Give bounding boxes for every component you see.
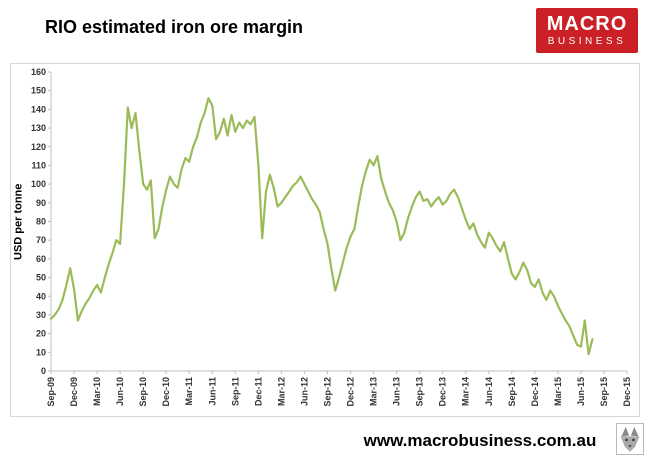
macrobusiness-logo: MACRO BUSINESS bbox=[536, 8, 638, 53]
x-tick-label: Sep-14 bbox=[507, 377, 517, 407]
y-tick-label: 90 bbox=[36, 198, 46, 208]
x-tick-label: Sep-13 bbox=[415, 377, 425, 407]
x-tick-label: Mar-11 bbox=[184, 377, 194, 406]
chart-area: USD per tonne 0 10 20 30 40 50 60 70 80 90 100 110 1… bbox=[10, 63, 640, 417]
y-tick-label: 0 bbox=[41, 366, 46, 376]
x-tick-label: Jun-13 bbox=[392, 377, 402, 406]
x-tick-label: Dec-12 bbox=[346, 377, 356, 407]
y-tick-label: 10 bbox=[36, 347, 46, 357]
logo-business-text: BUSINESS bbox=[547, 36, 627, 47]
x-tick-label: Mar-12 bbox=[276, 377, 286, 406]
x-tick-label: Sep-11 bbox=[230, 377, 240, 406]
y-tick-label: 70 bbox=[36, 235, 46, 245]
x-tick-label: Mar-13 bbox=[369, 377, 379, 406]
x-tick-label: Jun-15 bbox=[576, 377, 586, 406]
footer-url: www.macrobusiness.com.au bbox=[363, 431, 597, 450]
margin-line-series bbox=[49, 97, 594, 356]
x-tick-label: Mar-14 bbox=[461, 377, 471, 406]
logo-macro-text: MACRO bbox=[546, 13, 628, 35]
chart-title: RIO estimated iron ore margin bbox=[45, 17, 304, 37]
y-tick-label: 80 bbox=[36, 217, 46, 227]
y-tick-label: 20 bbox=[36, 329, 46, 339]
y-tick-label: 30 bbox=[36, 310, 46, 320]
x-tick-label: Dec-10 bbox=[161, 377, 171, 407]
y-tick-label: 150 bbox=[31, 86, 46, 96]
y-tick-label: 120 bbox=[31, 142, 46, 152]
x-tick-label: Jun-11 bbox=[207, 377, 217, 406]
x-tick-label: Sep-15 bbox=[599, 377, 609, 407]
wolf-icon bbox=[620, 427, 640, 452]
x-tick-label: Mar-10 bbox=[92, 377, 102, 406]
x-tick-label: Sep-10 bbox=[138, 377, 148, 407]
x-tick-label: Dec-11 bbox=[253, 377, 263, 406]
y-tick-label: 50 bbox=[36, 273, 46, 283]
y-tick-label: 130 bbox=[31, 123, 46, 133]
y-tick-label: 110 bbox=[31, 160, 46, 170]
y-tick-label: 140 bbox=[31, 104, 46, 114]
y-tick-label: 40 bbox=[36, 291, 46, 301]
y-tick-label: 160 bbox=[31, 67, 46, 77]
x-tick-label: Jun-14 bbox=[484, 377, 494, 406]
x-tick-label: Dec-09 bbox=[69, 377, 79, 407]
x-tick-label: Jun-12 bbox=[299, 377, 309, 406]
x-tick-label: Sep-09 bbox=[46, 377, 56, 407]
x-tick-label: Jun-10 bbox=[115, 377, 125, 406]
y-tick-label: 100 bbox=[31, 179, 46, 189]
x-tick-label: Dec-15 bbox=[622, 377, 632, 407]
x-tick-label: Mar-15 bbox=[553, 377, 563, 406]
wolf-logo bbox=[616, 423, 644, 455]
x-tick-label: Dec-14 bbox=[530, 377, 540, 407]
x-tick-label: Dec-13 bbox=[438, 377, 448, 407]
line-chart: 0 10 20 30 40 50 60 70 80 90 100 110 120 130 140 150 160… bbox=[31, 67, 632, 407]
y-tick-label: 60 bbox=[36, 254, 46, 264]
x-tick-label: Sep-12 bbox=[322, 377, 332, 407]
